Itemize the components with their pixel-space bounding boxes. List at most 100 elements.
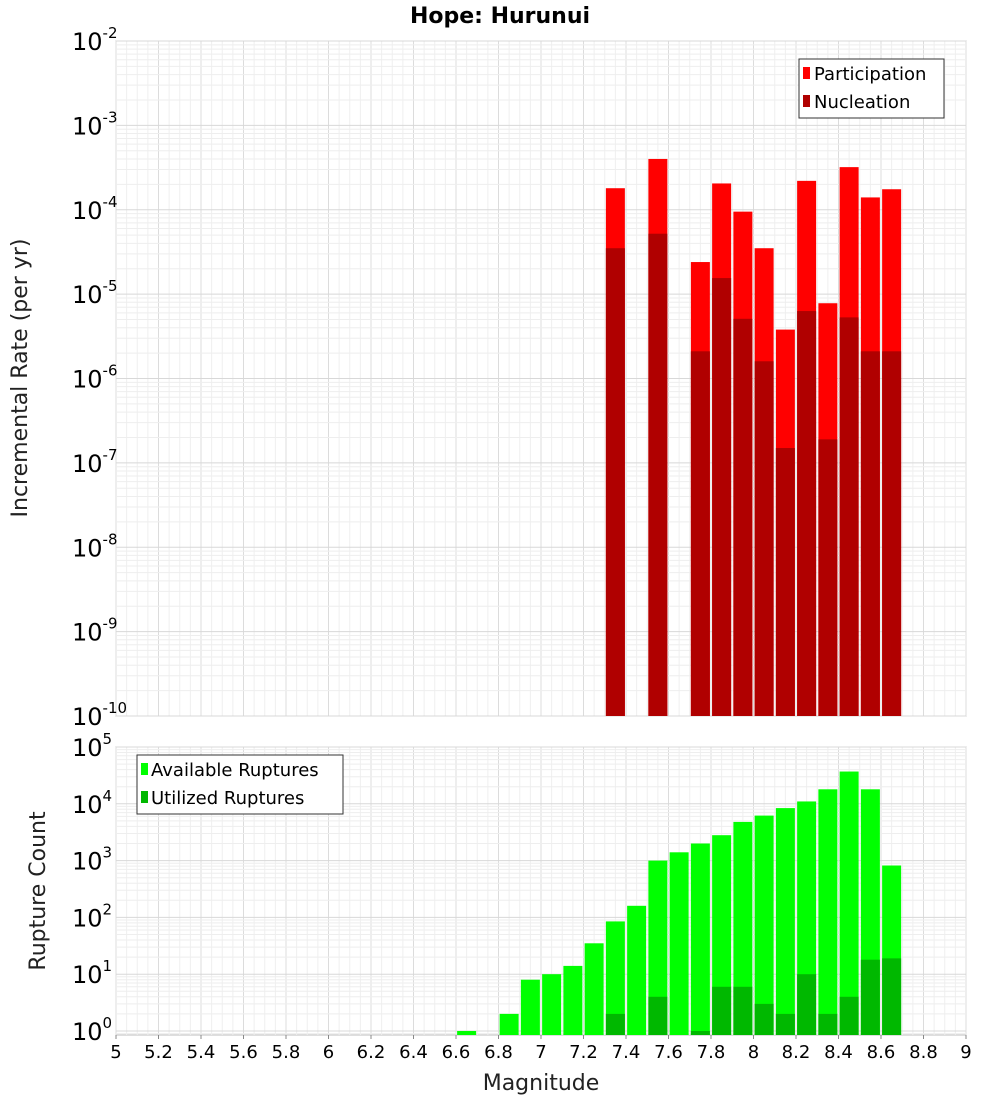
utilized-ruptures-bar — [860, 959, 880, 1035]
x-tick-label: 8.6 — [867, 1042, 896, 1063]
x-tick-label: 8.2 — [782, 1042, 811, 1063]
x-tick-label: 5.4 — [187, 1042, 216, 1063]
rupture-bars — [457, 771, 902, 1035]
nucleation-bar — [754, 361, 774, 716]
nucleation-bar — [733, 318, 753, 716]
rupture-legend-box — [136, 754, 344, 815]
utilized-ruptures-bar — [775, 1013, 795, 1035]
x-tick-label: 7.8 — [697, 1042, 726, 1063]
utilized-legend-label: Utilized Ruptures — [151, 788, 304, 809]
y-tick-label: 103 — [72, 844, 112, 876]
nucleation-bar — [860, 351, 880, 716]
x-tick-labels: 5 5.2 5.4 5.6 5.8 6 6.2 6.4 6.6 6.8 7 7.2 7.4 7.6 7.8 8… — [110, 1035, 972, 1063]
rupture-y-axis-label: Rupture Count — [26, 811, 51, 971]
available-ruptures-bar — [499, 1013, 519, 1035]
y-tick-label: 10-6 — [72, 362, 118, 394]
available-ruptures-bar — [563, 965, 583, 1035]
x-tick-label: 8.8 — [909, 1042, 938, 1063]
nucleation-bar — [605, 248, 625, 717]
rupture-legend: Available Ruptures Utilized Ruptures — [136, 754, 344, 815]
utilized-ruptures-bar — [712, 986, 732, 1035]
x-tick-label: 7.6 — [654, 1042, 683, 1063]
available-ruptures-bar — [839, 771, 859, 1035]
nucleation-legend-label: Nucleation — [814, 92, 910, 113]
y-tick-label: 102 — [72, 900, 112, 932]
available-ruptures-bar — [733, 821, 753, 1035]
y-tick-label: 10-9 — [72, 615, 118, 647]
nucleation-bar — [818, 439, 838, 716]
rate-y-axis-label: Incremental Rate (per yr) — [8, 239, 33, 518]
rupture-y-tick-labels: 100 101 102 103 104 105 — [72, 730, 112, 1046]
available-ruptures-bar — [627, 905, 647, 1035]
nucleation-bar — [775, 448, 795, 716]
x-tick-label: 9 — [960, 1042, 971, 1063]
x-axis-label: Magnitude — [483, 1071, 600, 1096]
rate-legend-box — [798, 58, 945, 119]
nucleation-bar — [839, 317, 859, 716]
y-tick-label: 10-10 — [72, 699, 127, 731]
x-tick-label: 8.4 — [824, 1042, 853, 1063]
available-ruptures-bar — [690, 843, 710, 1035]
rupture-panel: 100 101 102 103 104 105 5 5.2 5.4 5.6 5.8 6 6.2 6.4 6… — [26, 730, 972, 1096]
utilized-ruptures-bar — [839, 996, 859, 1035]
x-tick-label: 6 — [323, 1042, 334, 1063]
y-tick-label: 10-2 — [72, 24, 118, 56]
x-tick-label: 5 — [110, 1042, 121, 1063]
utilized-ruptures-bar — [882, 958, 902, 1035]
available-swatch — [141, 763, 148, 775]
x-tick-label: 6.4 — [399, 1042, 428, 1063]
y-tick-label: 10-5 — [72, 277, 118, 309]
available-ruptures-bar — [669, 852, 689, 1035]
y-tick-label: 10-7 — [72, 446, 118, 478]
available-ruptures-bar — [457, 1030, 477, 1035]
rate-bars — [605, 158, 902, 717]
available-ruptures-bar — [520, 979, 540, 1035]
available-ruptures-bar — [818, 789, 838, 1035]
chart-title: Hope: Hurunui — [410, 4, 590, 29]
y-tick-label: 10-3 — [72, 108, 118, 140]
x-tick-label: 5.6 — [229, 1042, 258, 1063]
x-tick-label: 6.8 — [484, 1042, 513, 1063]
available-ruptures-bar — [775, 808, 795, 1035]
utilized-ruptures-bar — [733, 986, 753, 1035]
utilized-ruptures-bar — [690, 1030, 710, 1035]
x-tick-label: 5.2 — [144, 1042, 173, 1063]
utilized-ruptures-bar — [797, 974, 817, 1035]
rate-legend: Participation Nucleation — [798, 58, 945, 119]
nucleation-swatch — [803, 95, 810, 107]
y-tick-label: 105 — [72, 730, 112, 762]
x-tick-label: 8 — [748, 1042, 759, 1063]
x-tick-label: 6.2 — [357, 1042, 386, 1063]
available-ruptures-bar — [542, 974, 562, 1035]
x-tick-label: 7 — [535, 1042, 546, 1063]
y-tick-label: 10-4 — [72, 193, 118, 225]
utilized-ruptures-bar — [648, 996, 668, 1035]
y-tick-label: 101 — [72, 957, 112, 989]
nucleation-bar — [882, 351, 902, 716]
x-tick-label: 7.2 — [569, 1042, 598, 1063]
y-tick-label: 100 — [72, 1014, 112, 1046]
rate-y-tick-labels: 10-10 10-9 10-8 10-7 10-6 10-5 10-4 10-3 10-2 — [72, 24, 127, 731]
available-ruptures-bar — [754, 815, 774, 1035]
x-tick-label: 5.8 — [272, 1042, 301, 1063]
available-ruptures-bar — [584, 943, 604, 1035]
utilized-ruptures-bar — [818, 1013, 838, 1035]
utilized-swatch — [141, 791, 148, 803]
participation-legend-label: Participation — [814, 64, 926, 85]
nucleation-bar — [797, 311, 817, 716]
utilized-ruptures-bar — [754, 1003, 774, 1035]
available-ruptures-bar — [648, 860, 668, 1035]
x-tick-label: 6.6 — [442, 1042, 471, 1063]
available-ruptures-bar — [605, 921, 625, 1035]
nucleation-bar — [648, 233, 668, 716]
participation-swatch — [803, 67, 810, 79]
nucleation-bar — [712, 278, 732, 716]
rate-panel: 10-10 10-9 10-8 10-7 10-6 10-5 10-4 10-3 10-2 In… — [8, 24, 967, 731]
utilized-ruptures-bar — [605, 1013, 625, 1035]
available-ruptures-bar — [712, 835, 732, 1035]
y-tick-label: 104 — [72, 787, 112, 819]
y-tick-label: 10-8 — [72, 530, 118, 562]
nucleation-bar — [690, 351, 710, 716]
rate-gridlines — [115, 40, 967, 717]
